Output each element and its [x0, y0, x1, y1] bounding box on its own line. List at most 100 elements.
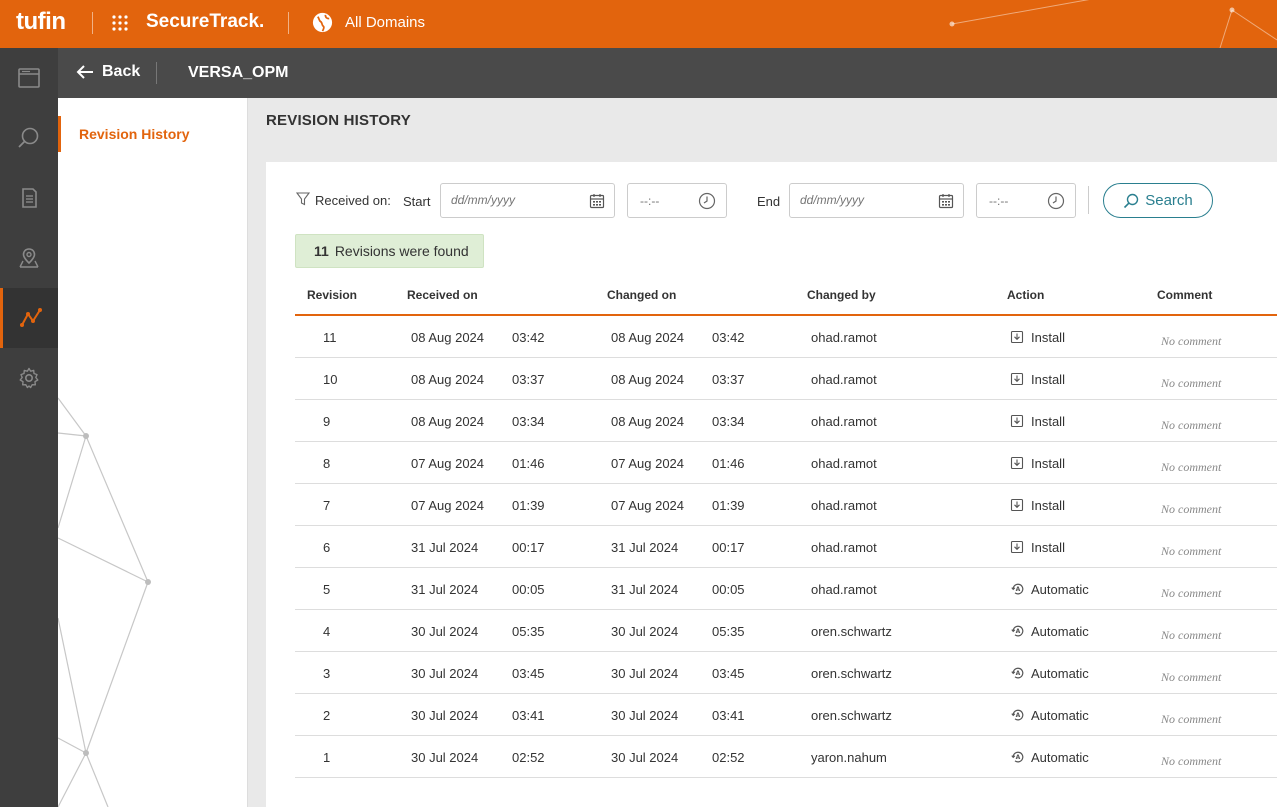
- column-header-comment[interactable]: Comment: [1157, 288, 1213, 302]
- calendar-icon[interactable]: [589, 193, 605, 209]
- automatic-icon: A: [1011, 624, 1025, 638]
- table-row[interactable]: 5 31 Jul 2024 00:05 31 Jul 2024 00:05 ohad.ra…: [295, 568, 1277, 610]
- revisions-table: Revision Received on Changed on Changed …: [295, 276, 1277, 778]
- changed-by-cell: ohad.ramot: [811, 372, 877, 387]
- arrow-left-icon: [76, 65, 93, 79]
- received-date-cell: 31 Jul 2024: [411, 540, 479, 555]
- app-name[interactable]: SecureTrack.: [146, 11, 265, 32]
- received-time-cell: 01:46: [512, 456, 545, 471]
- gear-icon: [19, 367, 39, 389]
- table-row[interactable]: 8 07 Aug 2024 01:46 07 Aug 2024 01:46 ohad.ra…: [295, 442, 1277, 484]
- table-row[interactable]: 9 08 Aug 2024 03:34 08 Aug 2024 03:34 ohad.ra…: [295, 400, 1277, 442]
- changed-time-cell: 01:39: [712, 498, 745, 513]
- clock-icon[interactable]: [698, 192, 716, 210]
- end-time-field[interactable]: [976, 183, 1076, 218]
- revision-cell: 11: [323, 330, 337, 345]
- svg-text:A: A: [1016, 628, 1021, 635]
- network-decoration: [949, 0, 1277, 48]
- revision-cell: 7: [323, 498, 331, 513]
- network-decoration: [58, 397, 151, 807]
- end-label: End: [757, 194, 781, 209]
- rail-item-search[interactable]: [0, 108, 58, 168]
- table-row[interactable]: 11 08 Aug 2024 03:42 08 Aug 2024 03:42 ohad.r…: [295, 316, 1277, 358]
- start-date-field[interactable]: [440, 183, 615, 218]
- svg-text:A: A: [1016, 586, 1021, 593]
- date-filter: Received on: Start End Search: [296, 183, 1256, 218]
- comment-cell: No comment: [1161, 754, 1222, 768]
- received-date-cell: 30 Jul 2024: [411, 666, 479, 681]
- globe-icon[interactable]: [311, 11, 334, 34]
- search-button[interactable]: Search: [1103, 183, 1213, 218]
- comment-cell: No comment: [1161, 334, 1222, 348]
- table-row[interactable]: 10 08 Aug 2024 03:37 08 Aug 2024 03:37 ohad.r…: [295, 358, 1277, 400]
- table-row[interactable]: 6 31 Jul 2024 00:17 31 Jul 2024 00:17 ohad.ra…: [295, 526, 1277, 568]
- svg-text:A: A: [1016, 712, 1021, 719]
- changed-time-cell: 03:45: [712, 666, 745, 681]
- browser-window-icon: [18, 68, 40, 88]
- rail-item-topology[interactable]: [0, 288, 58, 348]
- install-icon: [1010, 414, 1024, 428]
- clock-icon[interactable]: [1047, 192, 1065, 210]
- comment-cell: No comment: [1161, 502, 1222, 516]
- changed-time-cell: 01:46: [712, 456, 745, 471]
- comment-cell: No comment: [1161, 460, 1222, 474]
- table-header: Revision Received on Changed on Changed …: [295, 276, 1277, 316]
- table-row[interactable]: 2 30 Jul 2024 03:41 30 Jul 2024 03:41 oren.sc…: [295, 694, 1277, 736]
- search-label: Search: [1145, 192, 1193, 209]
- start-time-field[interactable]: [627, 183, 727, 218]
- automatic-icon: A: [1011, 666, 1025, 680]
- table-row[interactable]: 7 07 Aug 2024 01:39 07 Aug 2024 01:39 ohad.ra…: [295, 484, 1277, 526]
- changed-time-cell: 00:17: [712, 540, 745, 555]
- main-content: REVISION HISTORY Received on: Start End: [248, 98, 1277, 807]
- received-time-cell: 05:35: [512, 624, 545, 639]
- table-row[interactable]: 3 30 Jul 2024 03:45 30 Jul 2024 03:45 oren.sc…: [295, 652, 1277, 694]
- filter-icon: [296, 192, 310, 206]
- start-time-input[interactable]: [640, 194, 690, 208]
- topbar-divider: [92, 12, 93, 34]
- changed-by-cell: ohad.ramot: [811, 456, 877, 471]
- action-cell: Automatic: [1031, 624, 1089, 639]
- revision-cell: 3: [323, 666, 331, 681]
- table-row[interactable]: 4 30 Jul 2024 05:35 30 Jul 2024 05:35 oren.sc…: [295, 610, 1277, 652]
- domain-selector[interactable]: All Domains: [345, 14, 426, 31]
- back-button[interactable]: Back: [76, 63, 140, 81]
- comment-cell: No comment: [1161, 376, 1222, 390]
- end-date-field[interactable]: [789, 183, 964, 218]
- changed-time-cell: 03:34: [712, 414, 745, 429]
- comment-cell: No comment: [1161, 670, 1222, 684]
- rail-item-browser[interactable]: [0, 48, 58, 108]
- rail-item-settings[interactable]: [0, 348, 58, 408]
- changed-date-cell: 07 Aug 2024: [611, 456, 685, 471]
- end-date-input[interactable]: [800, 193, 920, 207]
- end-time-input[interactable]: [989, 194, 1039, 208]
- received-date-cell: 08 Aug 2024: [411, 372, 485, 387]
- column-header-changed-on[interactable]: Changed on: [607, 288, 677, 302]
- table-body: 11 08 Aug 2024 03:42 08 Aug 2024 03:42 ohad.r…: [295, 316, 1277, 778]
- received-time-cell: 00:05: [512, 582, 545, 597]
- changed-date-cell: 08 Aug 2024: [611, 330, 685, 345]
- rail-item-documents[interactable]: [0, 168, 58, 228]
- received-time-cell: 00:17: [512, 540, 545, 555]
- sidenav-item-revision-history[interactable]: Revision History: [58, 116, 247, 152]
- search-icon: [1124, 193, 1139, 208]
- document-list-icon: [22, 188, 37, 208]
- filter-divider: [1088, 186, 1089, 214]
- column-header-action[interactable]: Action: [1007, 288, 1045, 302]
- table-row[interactable]: 1 30 Jul 2024 02:52 30 Jul 2024 02:52 yaron.n…: [295, 736, 1277, 778]
- calendar-icon[interactable]: [938, 193, 954, 209]
- topbar-divider: [288, 12, 289, 34]
- start-date-input[interactable]: [451, 193, 571, 207]
- changed-by-cell: ohad.ramot: [811, 330, 877, 345]
- changed-date-cell: 31 Jul 2024: [611, 582, 679, 597]
- comment-cell: No comment: [1161, 586, 1222, 600]
- action-cell: Automatic: [1031, 708, 1089, 723]
- rail-item-map[interactable]: [0, 228, 58, 288]
- column-header-changed-by[interactable]: Changed by: [807, 288, 876, 302]
- app-grid-icon[interactable]: [111, 14, 129, 32]
- changed-date-cell: 30 Jul 2024: [611, 708, 679, 723]
- received-time-cell: 03:41: [512, 708, 545, 723]
- column-header-revision[interactable]: Revision: [307, 288, 358, 302]
- brand-logo[interactable]: tufin: [16, 8, 66, 35]
- column-header-received-on[interactable]: Received on: [407, 288, 478, 302]
- action-cell: Install: [1031, 372, 1065, 387]
